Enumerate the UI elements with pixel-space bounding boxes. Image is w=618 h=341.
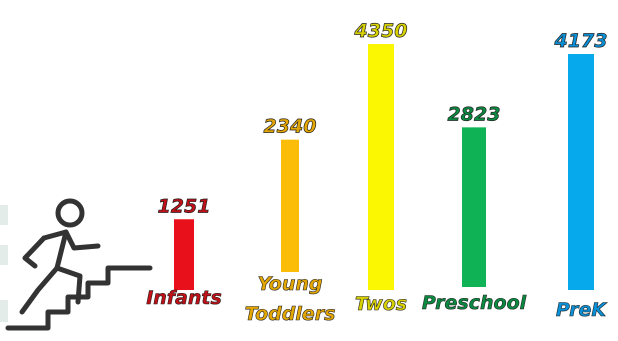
- person-climbing-stairs-icon: [5, 198, 153, 331]
- bar-1: [281, 139, 299, 272]
- category-label-2: Twos: [355, 293, 407, 315]
- value-label-4: 4173: [554, 30, 608, 52]
- bar-0: [174, 219, 194, 290]
- value-label-3: 2823: [448, 103, 501, 125]
- edge-strip-bottom: [0, 300, 8, 322]
- value-label-0: 1251: [158, 195, 211, 217]
- person-leg-back: [19, 265, 60, 315]
- person-arm-back: [22, 235, 47, 269]
- category-label-3: Preschool: [422, 292, 527, 314]
- edge-strip-top: [0, 205, 8, 225]
- bar-4: [568, 54, 594, 290]
- bars-group: 1251 Infants 2340 Young Toddlers 4350 Twos 2823…: [146, 20, 608, 326]
- category-label-4: PreK: [556, 299, 608, 321]
- edge-strip-middle: [0, 245, 8, 265]
- person-torso: [41, 229, 69, 271]
- person-leg-front: [54, 265, 83, 305]
- bar-3: [462, 127, 486, 287]
- category-label-1-line-1: Toddlers: [245, 303, 336, 325]
- value-label-2: 4350: [354, 20, 408, 42]
- value-label-1: 2340: [264, 116, 317, 138]
- category-label-1-line-0: Young: [257, 273, 322, 295]
- person-head: [55, 198, 85, 228]
- bar-2: [368, 44, 394, 290]
- category-label-0: Infants: [146, 287, 222, 309]
- person-arm-front: [63, 229, 101, 251]
